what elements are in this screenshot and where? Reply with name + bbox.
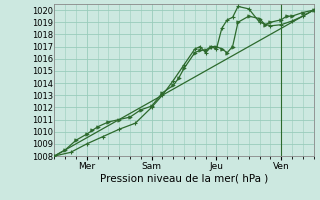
X-axis label: Pression niveau de la mer( hPa ): Pression niveau de la mer( hPa ) [100,173,268,183]
